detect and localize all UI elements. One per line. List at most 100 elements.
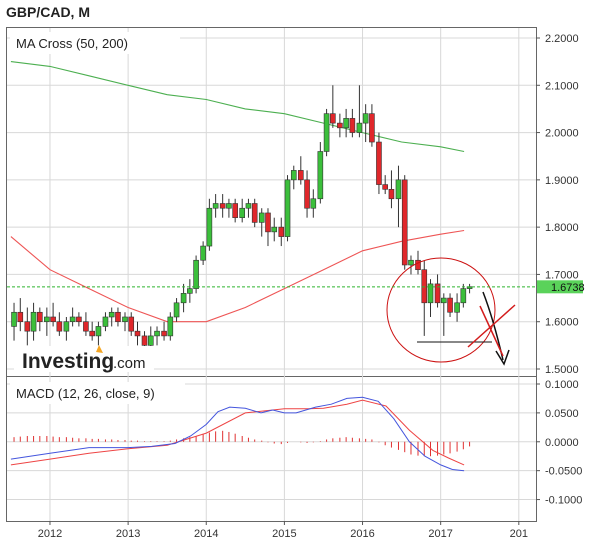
candle-body [382, 184, 388, 190]
candle-body [134, 330, 141, 337]
candle-body [167, 316, 174, 337]
candle-body [83, 321, 89, 332]
x-tick-label: 2017 [428, 528, 452, 540]
candle-body [427, 283, 434, 304]
candle-body [187, 288, 193, 294]
annotation-circle [386, 257, 496, 363]
ma-label-bg [10, 32, 180, 54]
logo-brand: Investing [22, 350, 114, 373]
annotation-arrow-head-icon [495, 349, 510, 366]
macd-line [10, 396, 465, 472]
candle-body [330, 113, 336, 124]
y-tick-label: 1.6000 [545, 317, 579, 329]
candle-body [37, 311, 43, 323]
candle-body [369, 113, 375, 143]
y-tick-label: 1.5000 [545, 364, 579, 376]
logo-suffix: .com [113, 355, 146, 372]
candle-body [401, 179, 408, 266]
investing-logo: Investing .com [14, 345, 154, 373]
candle-body [206, 207, 213, 247]
macd-y-tick-label: 0.0000 [545, 437, 579, 449]
candle-body [343, 118, 349, 129]
ma200-line [10, 61, 465, 153]
candle-body [200, 245, 206, 261]
macd-panel-frame [6, 376, 537, 522]
x-tick-label: 2014 [194, 528, 218, 540]
axis-layer: 2012 2013 2014 2015 2016 2017 201 2.2000 2.1000 2… [38, 33, 583, 540]
candle-body [11, 311, 17, 327]
macd-label-bg [10, 382, 185, 404]
macd-y-tick-label: -0.0500 [545, 466, 582, 478]
candle-body [251, 203, 258, 223]
macd-y-tick-label: 0.1000 [545, 379, 579, 391]
annotation-x-stroke-2 [467, 304, 516, 348]
candle-body [278, 226, 285, 237]
candle-body [173, 302, 180, 318]
x-tick-label: 201 [510, 528, 528, 540]
candle-body [161, 330, 167, 337]
candle-body [434, 283, 441, 304]
candle-body [388, 189, 395, 200]
candle-body [376, 141, 382, 185]
candle-body [323, 113, 330, 152]
candle-body [226, 203, 232, 209]
y-tick-label: 2.0000 [545, 128, 579, 140]
candle-body [115, 311, 121, 323]
annotation-x-stroke-1 [479, 305, 504, 357]
grid-layer [7, 28, 536, 521]
candle-body [349, 118, 356, 133]
candle-body [245, 203, 252, 209]
candle-body [95, 326, 102, 337]
candle-body [290, 170, 297, 181]
candle-body [415, 259, 421, 271]
candle-body [304, 179, 310, 209]
candle-body [154, 330, 160, 337]
candle-body [50, 316, 56, 323]
candle-body [447, 297, 453, 313]
candlestick-layer [11, 85, 473, 355]
candle-body [258, 212, 265, 223]
candle-body [30, 311, 37, 332]
candle-body [337, 122, 343, 129]
price-tag-background [537, 280, 583, 294]
candle-body [460, 288, 467, 304]
macd-layer [10, 396, 471, 472]
candle-body [193, 259, 199, 289]
candle-body [408, 259, 414, 266]
ma-cross-label: MA Cross (50, 200) [16, 36, 128, 51]
candle-body [89, 330, 95, 337]
ma50-line [10, 229, 465, 323]
candle-body [141, 335, 148, 346]
y-tick-label: 1.9000 [545, 175, 579, 187]
annotation-layer [386, 257, 516, 366]
candle-body [212, 203, 219, 209]
candle-body [356, 122, 363, 133]
y-tick-label: 1.7000 [545, 269, 579, 281]
candle-body [271, 226, 278, 233]
candle-body [108, 311, 115, 318]
x-tick-label: 2013 [116, 528, 140, 540]
candle-body [239, 207, 245, 218]
candle-body [232, 203, 238, 218]
macd-y-tick-label: -0.1000 [545, 495, 582, 507]
candle-body [128, 316, 135, 332]
y-tick-label: 2.1000 [545, 80, 579, 92]
candle-body [180, 293, 187, 304]
candle-body [122, 316, 128, 323]
candle-body [440, 297, 447, 304]
y-tick-label: 1.8000 [545, 222, 579, 234]
macd-signal-line [10, 399, 465, 466]
candle-body [298, 170, 304, 181]
candle-body [310, 198, 317, 209]
chart-title: GBP/CAD, M [6, 4, 90, 20]
candle-body [284, 179, 291, 237]
current-price-tag: 1.6738 [537, 280, 585, 294]
candle-body [44, 316, 50, 323]
logo-mark-icon [96, 345, 103, 353]
macd-label: MACD (12, 26, close, 9) [16, 386, 155, 401]
macd-y-tick-label: 0.0500 [545, 408, 579, 420]
x-tick-label: 2015 [272, 528, 296, 540]
candle-body [395, 179, 402, 200]
